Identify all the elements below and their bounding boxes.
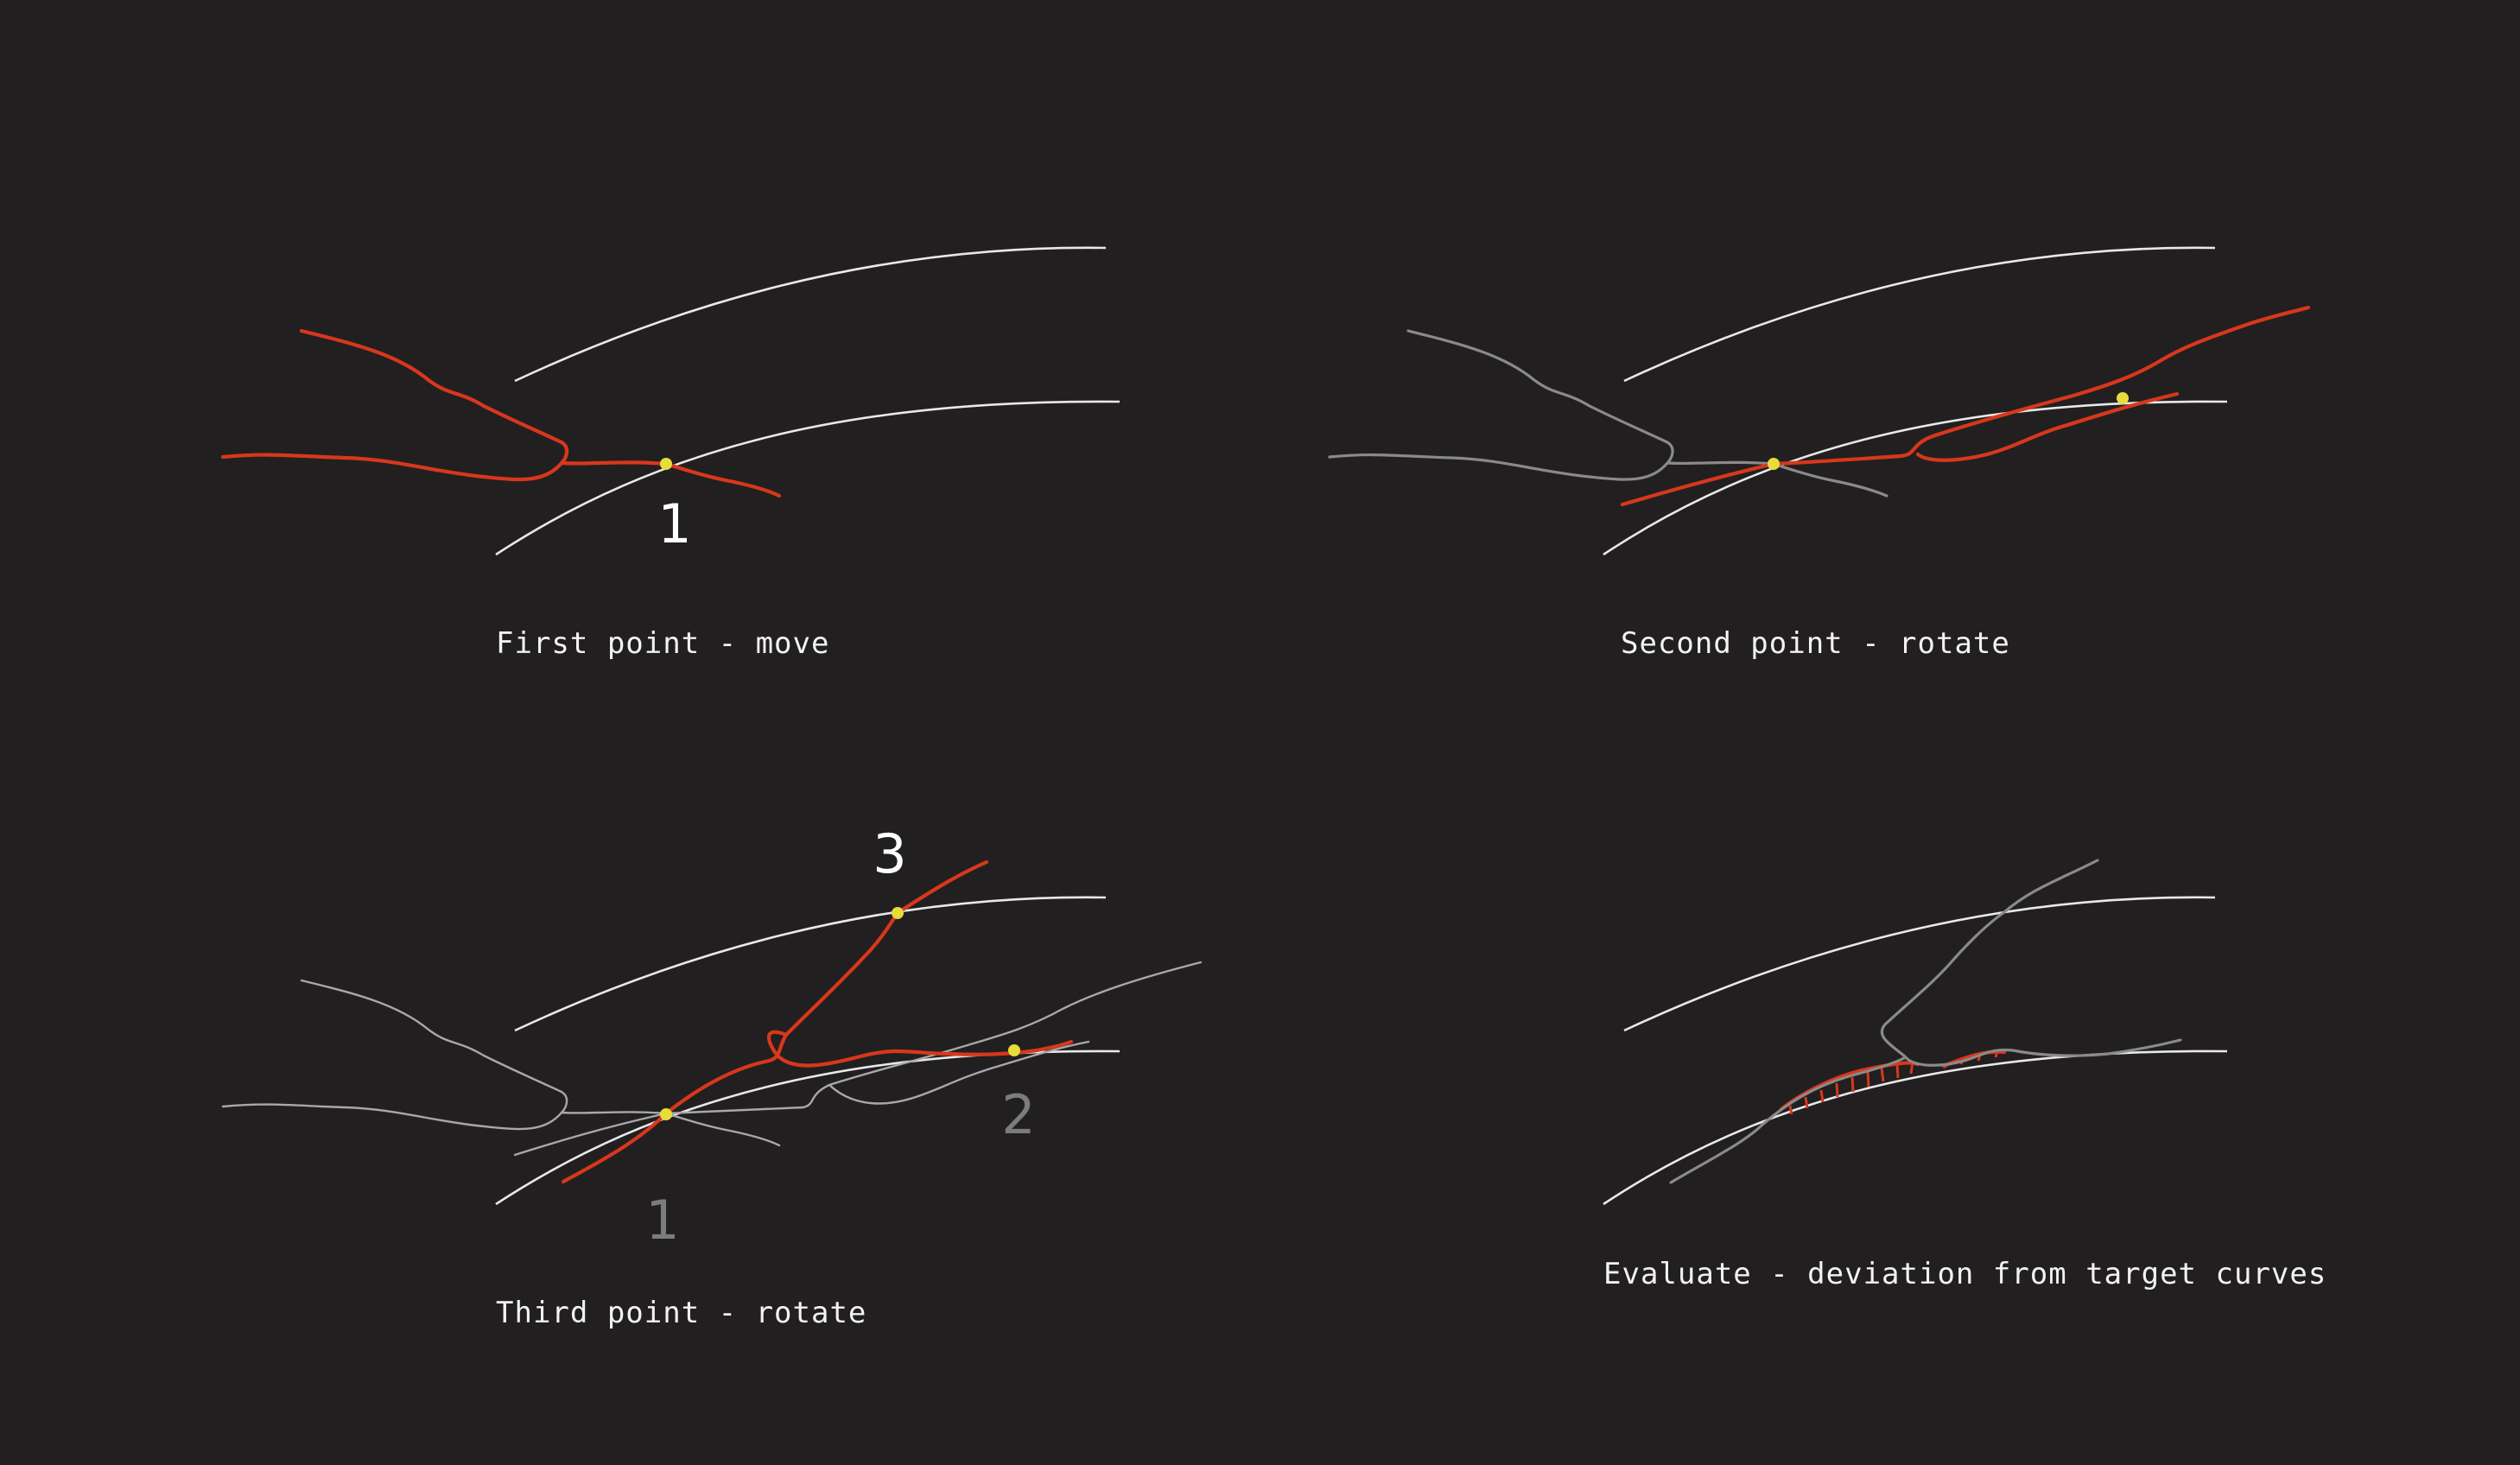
target-curve-upper	[1623, 896, 2216, 1032]
active-tracing	[220, 328, 782, 498]
target-curve-lower	[1603, 1050, 2228, 1206]
caption-evaluate: Evaluate - deviation from target curves	[1603, 1257, 2326, 1291]
caption-third-point: Third point - rotate	[496, 1296, 866, 1330]
caption-first-point: First point - move	[496, 626, 829, 661]
target-curve-upper	[514, 246, 1107, 383]
anchor-point-3	[892, 907, 904, 919]
deviation-outline	[1779, 1050, 2007, 1112]
ghost-tracing-second	[513, 961, 1203, 1157]
step-number-1: 1	[657, 492, 691, 555]
target-curve-lower	[1603, 400, 2228, 556]
anchor-point-1	[660, 458, 672, 470]
step-number-3: 3	[873, 822, 906, 885]
panel-evaluate: Evaluate - deviation from target curves	[1603, 859, 2326, 1291]
anchor-point-2	[1008, 1044, 1020, 1056]
fitted-tracing	[1669, 859, 2182, 1184]
panel-first-point: 1 First point - move	[220, 246, 1120, 661]
anchor-point-2	[2117, 392, 2129, 404]
ghost-tracing-first	[221, 979, 781, 1147]
ghost-tracing	[1328, 329, 1888, 498]
anchor-point-1	[660, 1108, 672, 1120]
step-number-2-faded: 2	[1001, 1083, 1035, 1146]
anchor-point-1	[1768, 458, 1780, 470]
step-number-1-faded: 1	[645, 1189, 679, 1252]
target-curve-upper	[514, 896, 1107, 1032]
active-tracing-final	[561, 859, 1074, 1184]
caption-second-point: Second point - rotate	[1621, 626, 2010, 661]
target-curve-lower	[495, 400, 1120, 556]
target-curve-upper	[1623, 246, 2216, 383]
panel-third-point: 3 1 2 Third point - rotate	[221, 822, 1203, 1330]
panel-second-point: Second point - rotate	[1328, 246, 2311, 661]
